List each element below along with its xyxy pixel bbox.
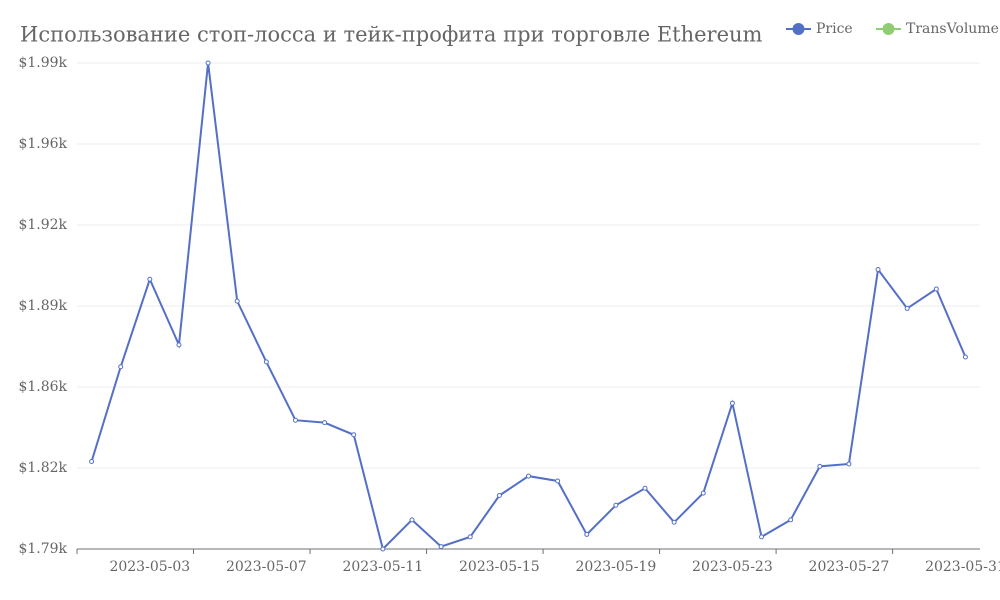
y-tick-label: $1.82k (18, 460, 67, 476)
point (467, 534, 473, 540)
point (671, 519, 677, 525)
point (875, 267, 881, 273)
x-tick-label: 2023-05-03 (109, 559, 190, 575)
x-tick-label: 2023-05-23 (692, 559, 773, 575)
x-tick-label: 2023-05-11 (342, 559, 423, 575)
legend-symbol (882, 23, 895, 35)
y-tick-label: $1.79k (18, 541, 67, 557)
point (933, 286, 939, 292)
point (409, 517, 415, 523)
point (292, 417, 298, 423)
x-tick-label: 2023-05-15 (459, 559, 540, 575)
point (176, 342, 182, 348)
point (147, 276, 153, 282)
point (263, 359, 269, 365)
chart-title: Использование стоп-лосса и тейк-профита … (20, 23, 763, 47)
point (613, 502, 619, 508)
y-tick-label: $1.99k (18, 55, 67, 71)
legend-label: Price (816, 21, 853, 37)
point (118, 364, 124, 370)
point (729, 400, 735, 406)
legend-item[interactable]: TransVolume (876, 21, 999, 37)
point (962, 354, 968, 360)
point (817, 463, 823, 469)
legend-item[interactable]: Price (786, 21, 853, 37)
point (526, 473, 531, 479)
x-tick-label: 2023-05-07 (226, 559, 307, 575)
y-tick-label: $1.92k (18, 217, 67, 233)
point (234, 298, 240, 304)
point (555, 478, 561, 484)
point (438, 544, 444, 550)
y-tick-label: $1.86k (18, 379, 67, 395)
point (642, 485, 648, 491)
point (700, 490, 706, 496)
point (322, 420, 328, 426)
point (205, 60, 211, 66)
legend-symbol (792, 23, 805, 35)
x-tick-label: 2023-05-31 (925, 559, 1000, 575)
point (380, 546, 386, 552)
point (904, 305, 910, 311)
x-tick-label: 2023-05-19 (576, 559, 657, 575)
y-tick-label: $1.96k (18, 136, 67, 152)
point (584, 531, 590, 537)
point (846, 461, 852, 467)
y-tick-label: $1.89k (18, 298, 67, 314)
legend-label: TransVolume (906, 21, 999, 37)
x-tick-label: 2023-05-27 (809, 559, 890, 575)
point (89, 459, 95, 465)
point (788, 517, 794, 523)
point (351, 432, 357, 438)
point (759, 534, 765, 540)
point (496, 493, 502, 499)
